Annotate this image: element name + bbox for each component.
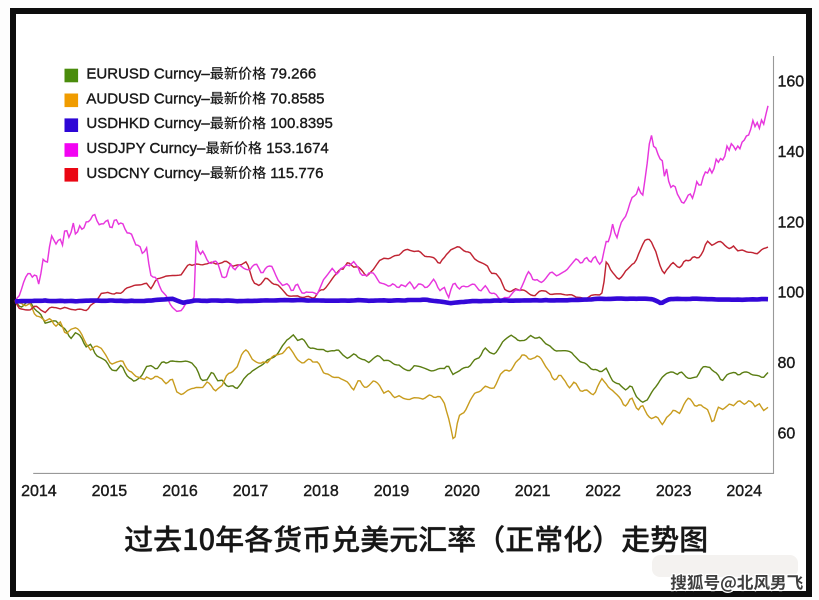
svg-text:2020: 2020: [444, 483, 480, 500]
svg-text:153.1674: 153.1674: [266, 140, 329, 157]
svg-text:100: 100: [778, 285, 805, 302]
svg-text:EURUSD Curncy–: EURUSD Curncy–: [86, 66, 210, 83]
svg-text:2018: 2018: [303, 483, 339, 500]
svg-text:60: 60: [778, 425, 796, 442]
svg-text:80: 80: [778, 355, 796, 372]
svg-text:140: 140: [778, 144, 805, 161]
svg-text:2022: 2022: [585, 483, 621, 500]
svg-text:2023: 2023: [656, 483, 692, 500]
svg-text:2017: 2017: [233, 483, 269, 500]
svg-text:115.776: 115.776: [270, 165, 323, 182]
svg-text:79.266: 79.266: [270, 66, 316, 83]
svg-text:2024: 2024: [726, 483, 762, 500]
svg-text:2015: 2015: [92, 483, 128, 500]
svg-text:AUDUSD Curncy–: AUDUSD Curncy–: [86, 90, 210, 107]
svg-text:USDJPY Curncy–: USDJPY Curncy–: [86, 140, 206, 157]
svg-text:160: 160: [778, 74, 805, 91]
svg-text:2014: 2014: [21, 483, 57, 500]
svg-text:USDHKD Curncy–: USDHKD Curncy–: [86, 115, 210, 132]
svg-text:2016: 2016: [162, 483, 198, 500]
svg-text:USDCNY Curncy–: USDCNY Curncy–: [86, 165, 210, 182]
svg-text:100.8395: 100.8395: [270, 115, 333, 132]
svg-text:2019: 2019: [374, 483, 410, 500]
svg-text:70.8585: 70.8585: [270, 90, 324, 107]
svg-text:2021: 2021: [515, 483, 551, 500]
svg-text:120: 120: [778, 214, 805, 231]
